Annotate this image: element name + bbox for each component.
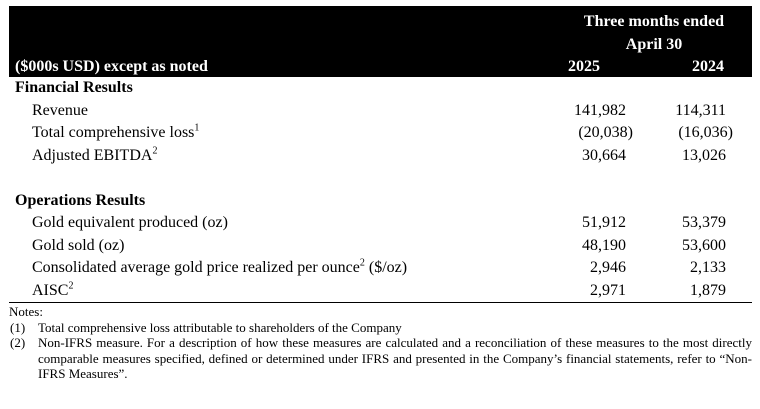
section-label: Operations Results xyxy=(15,191,146,209)
table-bottom-rule xyxy=(9,302,752,303)
section-spacer xyxy=(9,167,752,190)
note-item-1: (1) Total comprehensive loss attributabl… xyxy=(9,320,752,336)
row-label: Gold equivalent produced (oz) xyxy=(32,214,228,231)
note-text: Non-IFRS measure. For a description of h… xyxy=(38,335,752,381)
value-2024: 53,600 xyxy=(682,236,726,254)
row-label-text: Total comprehensive loss xyxy=(32,124,195,141)
period-heading: Three months ended April 30 xyxy=(556,10,752,56)
table-header: Three months ended April 30 ($000s USD) … xyxy=(9,6,752,77)
row-label: Consolidated average gold price realized… xyxy=(9,257,408,276)
note-number: (1) xyxy=(10,319,26,335)
note-number: (2) xyxy=(10,335,26,350)
value-2025: 51,912 xyxy=(582,214,626,231)
row-label-text: AISC xyxy=(32,281,69,299)
units-label: ($000s USD) except as noted xyxy=(15,58,208,75)
table-row-adjusted-ebitda: Adjusted EBITDA2 30,664 13,026 xyxy=(9,145,752,168)
footnote-ref: 2 xyxy=(68,280,74,292)
notes-title: Notes: xyxy=(9,304,43,319)
table-row-revenue: Revenue 141,982 114,311 xyxy=(9,100,752,123)
footnote-ref: 1 xyxy=(194,122,200,134)
table-row-average-gold-price: Consolidated average gold price realized… xyxy=(9,257,752,280)
value-2024: 114,311 xyxy=(675,101,726,119)
value-2024: 13,026 xyxy=(682,146,726,164)
section-label: Financial Results xyxy=(15,79,133,96)
row-label: Total comprehensive loss1 xyxy=(9,122,200,141)
row-label-text: Adjusted EBITDA xyxy=(32,146,153,164)
row-label: AISC2 xyxy=(9,280,74,299)
results-table: Three months ended April 30 ($000s USD) … xyxy=(9,6,752,382)
value-2025: 141,982 xyxy=(574,101,626,119)
value-2024: 2,133 xyxy=(690,259,726,276)
row-label: Gold sold (oz) xyxy=(32,236,125,254)
value-2025: 30,664 xyxy=(582,146,626,164)
period-line-1: Three months ended xyxy=(583,13,725,30)
table-row-aisc: AISC2 2,971 1,879 xyxy=(9,280,752,303)
row-label: Revenue xyxy=(32,101,88,119)
column-header-2025: 2025 xyxy=(568,58,600,75)
section-title-operations: Operations Results xyxy=(9,190,752,213)
column-header-2024: 2024 xyxy=(692,58,724,75)
row-label-unit: ($/oz) xyxy=(364,259,408,276)
table-row-total-comprehensive-loss: Total comprehensive loss1 (20,038) (16,0… xyxy=(9,122,752,145)
value-2024: 1,879 xyxy=(690,281,726,299)
section-title-financial: Financial Results xyxy=(9,77,752,100)
note-item-2: (2) Non-IFRS measure. For a description … xyxy=(9,335,752,382)
note-text: Total comprehensive loss attributable to… xyxy=(38,319,402,335)
table-body: Financial Results Revenue 141,982 114,31… xyxy=(9,77,752,302)
table-row-gold-sold: Gold sold (oz) 48,190 53,600 xyxy=(9,235,752,258)
notes-section: Notes: (1) Total comprehensive loss attr… xyxy=(9,303,752,382)
value-2025: 2,971 xyxy=(590,281,626,299)
footnote-ref: 2 xyxy=(359,257,365,269)
period-line-2: April 30 xyxy=(625,36,683,53)
footnote-ref: 2 xyxy=(152,145,158,157)
value-2024: 53,379 xyxy=(682,214,726,231)
row-label-text: Consolidated average gold price realized… xyxy=(32,259,360,276)
value-2025: 2,946 xyxy=(590,259,626,276)
value-2024: (16,036) xyxy=(678,124,733,141)
table-row-gold-equivalent-produced: Gold equivalent produced (oz) 51,912 53,… xyxy=(9,212,752,235)
value-2025: (20,038) xyxy=(578,124,633,141)
value-2025: 48,190 xyxy=(582,236,626,254)
row-label: Adjusted EBITDA2 xyxy=(9,145,158,164)
